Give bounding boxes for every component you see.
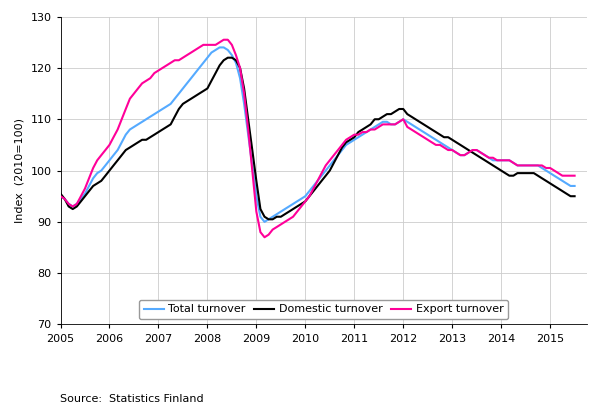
Domestic turnover: [391, 109, 399, 114]
Domestic turnover: [81, 194, 88, 199]
Total turnover: [371, 124, 378, 129]
Total turnover: [391, 122, 399, 127]
Legend: Total turnover, Domestic turnover, Export turnover: Total turnover, Domestic turnover, Expor…: [139, 300, 508, 319]
Domestic turnover: [497, 168, 505, 173]
Total turnover: [81, 191, 88, 196]
Total turnover: [571, 183, 578, 188]
Export turnover: [363, 129, 370, 134]
Domestic turnover: [371, 117, 378, 122]
Domestic turnover: [265, 217, 272, 222]
Total turnover: [497, 158, 505, 163]
Line: Total turnover: Total turnover: [60, 47, 575, 222]
Line: Export turnover: Export turnover: [60, 40, 575, 237]
Total turnover: [363, 129, 370, 134]
Export turnover: [391, 122, 399, 127]
Domestic turnover: [224, 55, 232, 60]
Export turnover: [371, 127, 378, 132]
Domestic turnover: [571, 194, 578, 199]
Export turnover: [261, 235, 268, 240]
Line: Domestic turnover: Domestic turnover: [60, 58, 575, 219]
Export turnover: [497, 158, 505, 163]
Text: Source:  Statistics Finland: Source: Statistics Finland: [60, 394, 204, 404]
Total turnover: [57, 194, 64, 199]
Domestic turnover: [57, 191, 64, 196]
Total turnover: [216, 45, 223, 50]
Y-axis label: Index  (2010=100): Index (2010=100): [15, 118, 25, 223]
Export turnover: [571, 173, 578, 178]
Domestic turnover: [543, 178, 550, 183]
Export turnover: [57, 194, 64, 199]
Export turnover: [543, 166, 550, 171]
Export turnover: [81, 186, 88, 191]
Total turnover: [543, 168, 550, 173]
Domestic turnover: [363, 124, 370, 129]
Total turnover: [261, 219, 268, 224]
Export turnover: [220, 37, 227, 42]
